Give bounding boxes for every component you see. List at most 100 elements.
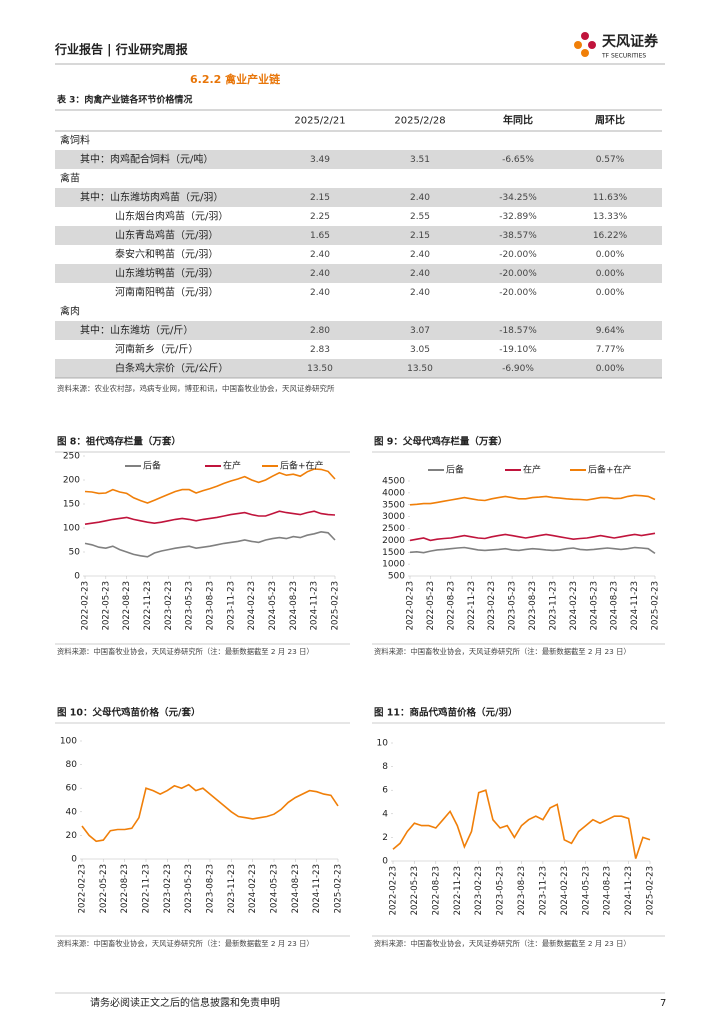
cell: -19.10%	[499, 345, 537, 355]
y-tick-label: 1000	[382, 560, 405, 570]
cell: 13.50	[307, 364, 333, 374]
row-label: 其中：肉鸡配合饲料（元/吨）	[80, 153, 213, 166]
row-label: 其中：山东潍坊（元/斤）	[80, 324, 193, 337]
data-line	[84, 510, 336, 525]
x-tick-label: 2022-11-23	[453, 866, 463, 915]
x-tick-label: 2022-02-23	[389, 866, 399, 915]
x-tick-label: 2024-02-23	[560, 866, 570, 915]
cell: 2.40	[410, 269, 430, 279]
row-label: 其中：山东潍坊肉鸡苗（元/羽）	[80, 191, 223, 204]
data-line	[84, 530, 336, 558]
cell: 2.25	[310, 212, 330, 222]
cell: 0.00%	[596, 288, 625, 298]
y-tick-label: 2500	[382, 524, 405, 534]
legend-label: 在产	[523, 464, 541, 476]
cell: -20.00%	[499, 269, 537, 279]
x-tick-label: 2022-08-23	[446, 581, 456, 630]
cell: 9.64%	[596, 326, 625, 336]
y-tick-label: 20	[66, 831, 78, 841]
cell: 2.40	[410, 250, 430, 260]
cell: 2.40	[310, 269, 330, 279]
row-shade	[55, 359, 662, 378]
row-shade	[55, 226, 662, 245]
table-source: 资料来源：农业农村部，鸡病专业网，博亚和讯，中国畜牧业协会，天风证券研究所	[57, 383, 335, 393]
y-tick-label: 60	[66, 784, 78, 794]
y-tick-label: 80	[66, 760, 78, 770]
x-tick-label: 2024-08-23	[603, 866, 613, 915]
group-label: 禽苗	[60, 172, 80, 185]
x-tick-label: 2022-02-23	[78, 864, 88, 913]
data-line	[409, 546, 656, 555]
x-tick-label: 2022-08-23	[120, 864, 130, 913]
legend-label: 后备+在产	[280, 460, 324, 472]
y-tick-label: 10	[377, 739, 389, 749]
cell: 2.15	[410, 231, 430, 241]
x-tick-label: 2022-02-23	[81, 581, 91, 630]
x-tick-label: 2022-11-23	[142, 864, 152, 913]
group-label: 禽饲料	[60, 134, 90, 147]
y-tick-label: 0	[74, 572, 80, 582]
y-tick-label: 100	[60, 737, 77, 747]
row-shade	[55, 321, 662, 340]
y-tick-label: 0	[382, 857, 388, 867]
cell: 16.22%	[593, 231, 628, 241]
x-tick-label: 2023-05-23	[184, 864, 194, 913]
chart-title: 图 11：商品代鸡苗价格（元/羽）	[374, 707, 518, 719]
legend-label: 后备	[143, 460, 161, 472]
chart-source: 资料来源：中国畜牧业协会，天风证券研究所（注：最新数据截至 2 月 23 日）	[374, 939, 631, 948]
cell: -6.65%	[502, 155, 534, 165]
y-tick-label: 500	[388, 572, 405, 582]
legend-label: 后备+在产	[588, 464, 632, 476]
cell: 11.63%	[593, 193, 628, 203]
legend-label: 后备	[446, 464, 464, 476]
data-line	[81, 783, 339, 843]
cell: 7.77%	[596, 345, 625, 355]
x-tick-label: 2023-11-23	[548, 581, 558, 630]
cell: -6.90%	[502, 364, 534, 374]
x-tick-label: 2023-05-23	[185, 581, 195, 630]
cell: -34.25%	[499, 193, 537, 203]
y-tick-label: 2	[382, 833, 388, 843]
x-tick-label: 2022-05-23	[410, 866, 420, 915]
cell: 0.00%	[596, 364, 625, 374]
x-tick-label: 2022-05-23	[99, 864, 109, 913]
cell: 13.50	[407, 364, 433, 374]
x-tick-label: 2023-08-23	[206, 581, 216, 630]
cell: 2.40	[410, 288, 430, 298]
row-label: 山东潍坊鸭苗（元/羽）	[115, 267, 218, 280]
x-tick-label: 2022-11-23	[143, 581, 153, 630]
cell: 2.40	[310, 288, 330, 298]
section-title: 6.2.2 禽业产业链	[190, 72, 281, 86]
x-tick-label: 2023-11-23	[226, 581, 236, 630]
cell: 2.40	[410, 193, 430, 203]
row-label: 山东烟台肉鸡苗（元/羽）	[115, 210, 228, 223]
x-tick-label: 2022-02-23	[406, 581, 416, 630]
x-tick-label: 2024-11-23	[310, 581, 320, 630]
cell: 3.05	[410, 345, 430, 355]
row-label: 泰安六和鸭苗（元/羽）	[115, 248, 218, 261]
cell: -32.89%	[499, 212, 537, 222]
x-tick-label: 2024-02-23	[248, 864, 258, 913]
chart-title: 图 9：父母代鸡存栏量（万套）	[374, 436, 507, 448]
chart-title: 图 8：祖代鸡存栏量（万套）	[57, 436, 181, 448]
legend-label: 在产	[223, 460, 241, 472]
data-line	[84, 468, 336, 504]
x-tick-label: 2023-08-23	[206, 864, 216, 913]
footer-disclaimer: 请务必阅读正文之后的信息披露和免责申明	[90, 996, 280, 1009]
y-tick-label: 250	[63, 452, 80, 462]
y-tick-label: 150	[63, 500, 80, 510]
cell: 3.51	[410, 155, 430, 165]
x-tick-label: 2022-11-23	[467, 581, 477, 630]
x-tick-label: 2023-05-23	[508, 581, 518, 630]
x-tick-label: 2024-05-23	[270, 864, 280, 913]
y-tick-label: 0	[71, 855, 77, 865]
chart-source: 资料来源：中国畜牧业协会，天风证券研究所（注：最新数据截至 2 月 23 日）	[57, 939, 314, 948]
cell: 0.00%	[596, 269, 625, 279]
y-tick-label: 40	[66, 807, 78, 817]
data-line	[409, 494, 656, 506]
x-tick-label: 2024-08-23	[289, 581, 299, 630]
row-label: 河南新乡（元/斤）	[115, 343, 198, 356]
x-tick-label: 2024-05-23	[589, 581, 599, 630]
x-tick-label: 2023-02-23	[164, 581, 174, 630]
